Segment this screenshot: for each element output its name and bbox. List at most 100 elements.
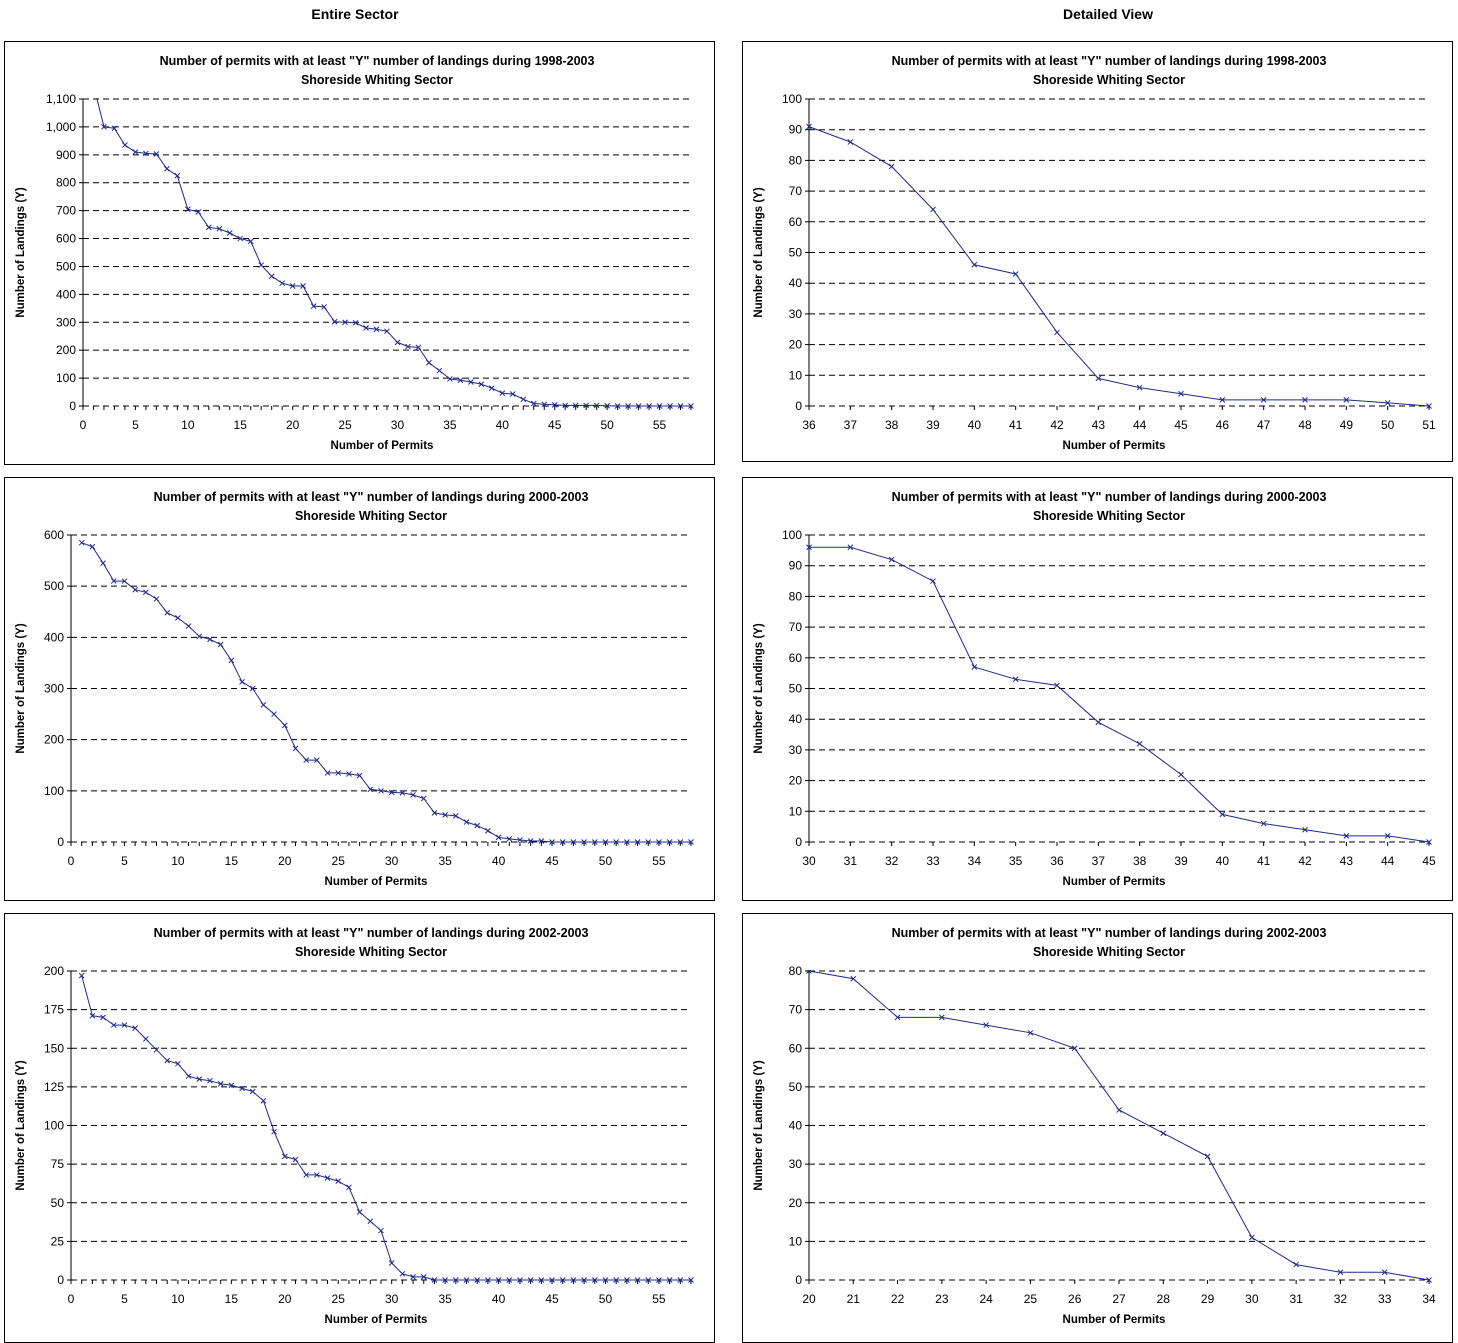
y-tick-label: 175 — [44, 1003, 64, 1017]
x-tick-label: 0 — [68, 854, 75, 868]
data-series — [806, 970, 1432, 1283]
y-tick-label: 80 — [789, 153, 803, 167]
x-tick-label: 33 — [926, 854, 940, 868]
x-tick-label: 24 — [979, 1292, 993, 1306]
data-point — [506, 1277, 513, 1283]
data-point — [279, 280, 286, 287]
data-point — [205, 224, 212, 231]
y-axis-label: Number of Landings (Y) — [15, 1060, 27, 1191]
chart-panel-1998-detailed: Number of permits with at least "Y" numb… — [742, 41, 1453, 462]
data-point — [110, 1022, 117, 1028]
data-point — [143, 150, 149, 157]
chart-title: Number of permits with at least "Y" numb… — [892, 54, 1327, 68]
x-tick-label: 42 — [1298, 854, 1312, 868]
data-point — [442, 1277, 448, 1283]
x-tick-label: 40 — [496, 418, 510, 432]
x-axis-label: Number of Permits — [325, 876, 428, 888]
x-tick-label: 45 — [1422, 854, 1436, 868]
data-point — [581, 839, 587, 845]
data-point — [613, 839, 620, 845]
data-point — [530, 400, 537, 407]
data-series — [78, 539, 694, 845]
chart-svg: Number of permits with at least "Y" numb… — [753, 490, 1436, 888]
data-point — [527, 1277, 534, 1283]
data-point — [538, 1277, 545, 1283]
data-point — [363, 325, 369, 331]
x-tick-label: 31 — [844, 854, 858, 868]
y-tick-label: 40 — [789, 276, 803, 290]
y-tick-label: 40 — [789, 1119, 803, 1133]
data-point — [549, 839, 555, 845]
x-tick-label: 40 — [968, 418, 982, 432]
y-tick-label: 30 — [789, 307, 803, 321]
chart-svg: Number of permits with at least "Y" numb… — [15, 490, 694, 888]
data-point — [121, 1022, 128, 1028]
data-point — [207, 1077, 213, 1084]
chart-title: Number of permits with at least "Y" numb… — [892, 490, 1327, 504]
data-point — [1136, 384, 1143, 391]
data-point — [226, 230, 233, 236]
data-point — [405, 343, 411, 350]
series-line — [81, 542, 691, 843]
y-tick-label: 80 — [789, 964, 803, 978]
data-point — [185, 1073, 192, 1079]
data-point — [1204, 1153, 1211, 1160]
x-tick-label: 30 — [1245, 1292, 1259, 1306]
data-point — [356, 1209, 363, 1215]
data-point — [666, 1277, 673, 1283]
data-point — [495, 834, 502, 841]
y-tick-label: 50 — [789, 246, 803, 260]
y-tick-label: 600 — [44, 528, 64, 542]
data-point — [656, 839, 662, 845]
data-point — [1116, 1107, 1122, 1113]
x-tick-label: 31 — [1289, 1292, 1303, 1306]
data-point — [367, 1218, 374, 1225]
data-series — [96, 98, 694, 409]
series-line — [81, 975, 691, 1281]
y-tick-label: 600 — [56, 232, 76, 246]
y-tick-label: 200 — [44, 733, 64, 747]
data-point — [153, 151, 160, 157]
data-point — [289, 283, 296, 289]
data-point — [562, 402, 569, 409]
x-tick-label: 47 — [1257, 418, 1271, 432]
y-tick-label: 0 — [57, 1273, 64, 1287]
y-tick-label: 90 — [789, 123, 803, 137]
data-point — [646, 403, 652, 409]
data-point — [300, 283, 306, 289]
x-tick-label: 40 — [492, 854, 506, 868]
data-point — [581, 1277, 587, 1283]
data-point — [281, 722, 288, 729]
chart-subtitle: Shoreside Whiting Sector — [1033, 73, 1185, 87]
data-point — [185, 623, 192, 629]
data-point — [614, 403, 621, 409]
y-tick-label: 10 — [789, 368, 803, 382]
x-tick-label: 43 — [1340, 854, 1354, 868]
data-point — [495, 1277, 502, 1283]
x-tick-label: 55 — [652, 854, 666, 868]
chart-subtitle: Shoreside Whiting Sector — [295, 945, 447, 959]
x-tick-label: 49 — [1340, 418, 1354, 432]
y-tick-label: 150 — [44, 1041, 64, 1055]
data-point — [478, 381, 485, 388]
x-tick-label: 5 — [132, 418, 139, 432]
data-point — [591, 1277, 598, 1283]
chart-panel-2002-detailed: Number of permits with at least "Y" numb… — [742, 913, 1453, 1343]
data-point — [463, 1277, 470, 1283]
data-point — [342, 319, 348, 326]
x-axis-label: Number of Permits — [331, 440, 434, 452]
data-point — [314, 757, 320, 763]
data-point — [121, 578, 128, 584]
data-point — [352, 319, 359, 326]
data-point — [1178, 390, 1184, 397]
data-point — [1219, 397, 1226, 403]
y-tick-label: 10 — [789, 1234, 803, 1248]
y-tick-label: 30 — [789, 743, 803, 757]
x-tick-label: 25 — [332, 854, 346, 868]
data-point — [1260, 820, 1267, 827]
data-point — [142, 1036, 149, 1042]
chart-subtitle: Shoreside Whiting Sector — [301, 73, 453, 87]
chart-subtitle: Shoreside Whiting Sector — [295, 509, 447, 523]
x-tick-label: 55 — [653, 418, 667, 432]
x-tick-label: 40 — [1216, 854, 1230, 868]
